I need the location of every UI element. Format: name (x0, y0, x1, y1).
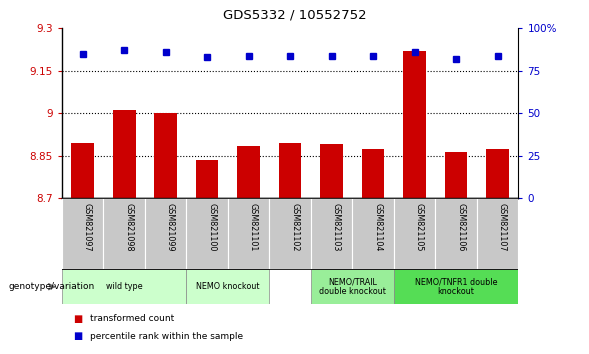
Bar (112, 110, 135, 198)
Bar (311, 198, 352, 269)
Bar (269, 198, 311, 269)
Text: NEMO/TRAIL
double knockout: NEMO/TRAIL double knockout (319, 277, 386, 296)
Bar (394, 198, 435, 269)
Text: GSM821105: GSM821105 (415, 203, 423, 252)
Text: transformed count: transformed count (90, 314, 174, 323)
Text: GSM821097: GSM821097 (82, 203, 92, 252)
Bar (352, 198, 394, 269)
Bar (145, 198, 186, 269)
Bar (477, 198, 518, 269)
Bar (62, 198, 103, 269)
Text: GSM821103: GSM821103 (332, 203, 340, 252)
Bar (186, 198, 228, 269)
Bar (237, 146, 260, 198)
Text: wild type: wild type (106, 282, 143, 291)
Text: genotype/variation: genotype/variation (9, 282, 95, 291)
Text: GSM821099: GSM821099 (166, 203, 174, 252)
Bar (196, 160, 219, 198)
Bar (279, 143, 302, 198)
Bar (445, 152, 468, 198)
Text: GDS5332 / 10552752: GDS5332 / 10552752 (223, 9, 366, 22)
Text: GSM821102: GSM821102 (290, 203, 299, 252)
Bar (186, 269, 269, 304)
Text: GSM821100: GSM821100 (207, 203, 216, 252)
Bar (394, 269, 518, 304)
Text: GSM821107: GSM821107 (498, 203, 507, 252)
Text: ■: ■ (74, 331, 83, 341)
Bar (486, 149, 509, 198)
Bar (311, 269, 394, 304)
Bar (362, 149, 385, 198)
Text: GSM821101: GSM821101 (249, 203, 257, 252)
Text: GSM821104: GSM821104 (373, 203, 382, 252)
Text: ■: ■ (74, 314, 83, 324)
Text: NEMO knockout: NEMO knockout (196, 282, 260, 291)
Text: GSM821106: GSM821106 (456, 203, 465, 252)
Bar (320, 144, 343, 198)
Bar (62, 269, 186, 304)
Bar (403, 51, 426, 198)
Bar (103, 198, 145, 269)
Text: NEMO/TNFR1 double
knockout: NEMO/TNFR1 double knockout (415, 277, 497, 296)
Bar (228, 198, 269, 269)
Text: percentile rank within the sample: percentile rank within the sample (90, 332, 243, 341)
Bar (71, 143, 94, 198)
Text: GSM821098: GSM821098 (124, 203, 133, 252)
Bar (435, 198, 477, 269)
Bar (154, 113, 177, 198)
